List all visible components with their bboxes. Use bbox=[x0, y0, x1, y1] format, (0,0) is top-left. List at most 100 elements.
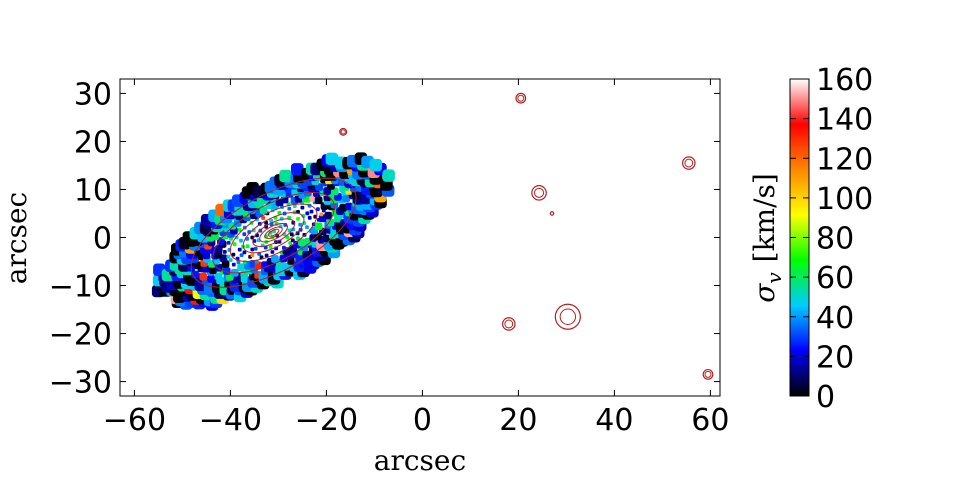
y-axis-label: arcsec bbox=[0, 192, 33, 284]
dispersion-cell bbox=[298, 238, 306, 247]
dispersion-cell bbox=[214, 250, 223, 259]
point-source-inner bbox=[504, 319, 514, 329]
dispersion-cell bbox=[261, 216, 266, 220]
y-tick-label: −20 bbox=[49, 318, 112, 353]
dispersion-cell bbox=[252, 239, 257, 243]
y-tick-label: 20 bbox=[74, 125, 112, 160]
dispersion-cell bbox=[231, 262, 236, 267]
dispersion-cell bbox=[287, 206, 292, 211]
dispersion-cell bbox=[251, 228, 256, 233]
x-tick-label: −60 bbox=[103, 403, 166, 438]
dispersion-cell bbox=[226, 254, 231, 259]
point-source-inner bbox=[559, 308, 577, 325]
colorbar-tick-label: 100 bbox=[816, 182, 873, 217]
galaxy-dispersion-cells bbox=[151, 152, 395, 311]
x-tick-label: 40 bbox=[595, 403, 633, 438]
colorbar-tick-label: 40 bbox=[816, 301, 854, 336]
dispersion-cell bbox=[236, 260, 241, 264]
dispersion-cell bbox=[285, 235, 290, 240]
isophote bbox=[212, 191, 335, 274]
dispersion-cell bbox=[237, 263, 245, 272]
dispersion-cell bbox=[296, 217, 300, 221]
dispersion-cell bbox=[229, 236, 233, 241]
x-tick-label: 60 bbox=[691, 403, 729, 438]
dispersion-cell bbox=[269, 218, 273, 223]
dispersion-cell bbox=[239, 238, 243, 243]
x-tick-label: −20 bbox=[295, 403, 358, 438]
dispersion-cell bbox=[214, 272, 223, 281]
colorbar-label: σv [km/s] bbox=[748, 173, 786, 303]
dispersion-cell bbox=[290, 238, 295, 243]
point-source-inner bbox=[340, 129, 346, 135]
y-axis: −30 −20 −10 0 10 20 30 bbox=[49, 77, 720, 401]
point-source-contours bbox=[339, 92, 714, 380]
point-source-outer bbox=[531, 185, 547, 201]
dispersion-cell bbox=[322, 234, 331, 243]
isophote bbox=[259, 223, 289, 243]
dispersion-cell bbox=[326, 218, 335, 227]
point-source-outer bbox=[339, 127, 348, 136]
dispersion-cell bbox=[288, 241, 293, 245]
point-source-inner bbox=[534, 187, 545, 198]
colorbar-tick-label: 0 bbox=[816, 380, 835, 415]
dispersion-cell bbox=[277, 210, 282, 215]
dispersion-cell bbox=[369, 158, 382, 172]
dispersion-cell bbox=[296, 236, 300, 241]
dispersion-cell bbox=[298, 222, 303, 227]
dispersion-cell bbox=[194, 261, 203, 270]
dispersion-cell bbox=[199, 272, 208, 281]
colorbar-tick-label: 20 bbox=[816, 340, 854, 375]
dispersion-cell bbox=[191, 270, 199, 279]
dispersion-cell bbox=[271, 255, 279, 263]
x-tick-label: 20 bbox=[499, 403, 537, 438]
dispersion-cell bbox=[295, 231, 300, 236]
colorbar-axis: 0 20 40 60 80 100 120 140 160 bbox=[790, 63, 873, 415]
point-source-outer bbox=[554, 303, 581, 330]
isophote bbox=[190, 177, 357, 288]
dispersion-cell bbox=[239, 253, 244, 257]
point-source-outer bbox=[549, 211, 555, 216]
colorbar-tick-label: 160 bbox=[816, 63, 873, 98]
dispersion-cell bbox=[314, 222, 323, 231]
y-tick-label: −30 bbox=[49, 366, 112, 401]
x-axis-label: arcsec bbox=[374, 444, 466, 477]
dispersion-cell bbox=[226, 240, 231, 245]
dispersion-cell bbox=[231, 252, 236, 257]
point-source-outer bbox=[501, 317, 516, 331]
colorbar-tick-label: 80 bbox=[816, 222, 854, 257]
dispersion-cell bbox=[228, 258, 233, 262]
y-tick-label: 30 bbox=[74, 77, 112, 112]
dispersion-cell bbox=[232, 242, 237, 247]
isophote bbox=[264, 226, 283, 239]
dispersion-cell bbox=[268, 244, 273, 249]
colorbar-label-units: [km/s] bbox=[748, 173, 781, 262]
dispersion-cell bbox=[291, 163, 304, 176]
dispersion-cell bbox=[245, 244, 250, 249]
dispersion-cell bbox=[268, 231, 273, 235]
point-source-outer bbox=[681, 156, 696, 170]
dispersion-cell bbox=[307, 215, 312, 220]
dispersion-cell bbox=[316, 207, 320, 212]
dispersion-cell bbox=[305, 225, 309, 229]
dispersion-cell bbox=[209, 266, 217, 275]
dispersion-cell bbox=[221, 260, 230, 268]
dispersion-cell bbox=[342, 194, 351, 203]
dispersion-cell bbox=[237, 228, 242, 232]
point-source-outer bbox=[515, 92, 527, 104]
x-tick-label: −40 bbox=[199, 403, 262, 438]
dispersion-cell bbox=[300, 205, 305, 210]
dispersion-cell bbox=[242, 232, 247, 237]
point-source-outer bbox=[702, 368, 714, 380]
x-axis: −60 −40 −20 0 20 40 60 bbox=[103, 79, 729, 438]
dispersion-cell bbox=[339, 204, 347, 212]
dispersion-cell bbox=[250, 247, 255, 252]
dispersion-cell bbox=[201, 264, 210, 273]
isophote-contours bbox=[190, 177, 357, 288]
dispersion-cell bbox=[309, 209, 314, 214]
colorbar-tick-label: 60 bbox=[816, 261, 854, 296]
dispersion-cell bbox=[222, 250, 227, 254]
dispersion-cell bbox=[259, 255, 264, 260]
y-tick-label: −10 bbox=[49, 270, 112, 305]
dispersion-cell bbox=[253, 246, 258, 251]
isophote bbox=[229, 203, 318, 262]
